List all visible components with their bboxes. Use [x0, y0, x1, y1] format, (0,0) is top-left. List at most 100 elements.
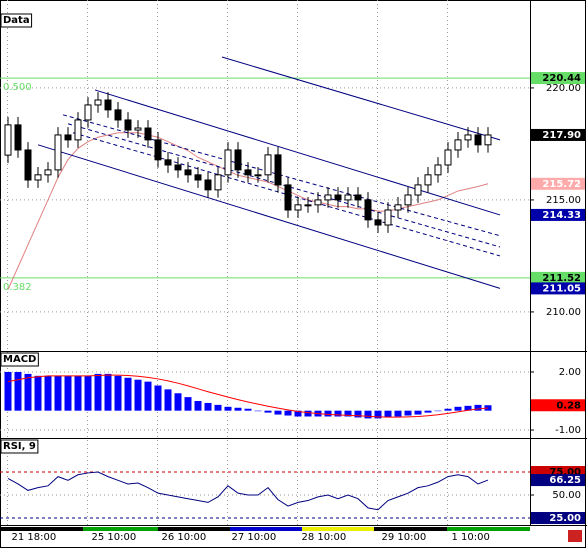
histogram-bar — [344, 410, 352, 417]
rsi-line — [7, 471, 489, 511]
histogram-bar — [474, 404, 482, 411]
candle-body — [54, 134, 62, 171]
candle-body — [24, 149, 32, 181]
trend-line — [94, 89, 501, 216]
histogram-bar — [404, 410, 412, 416]
session-strip — [0, 527, 83, 531]
candle-body — [374, 219, 382, 226]
level-label: 0.382 — [3, 282, 32, 293]
histogram-bar — [194, 401, 202, 411]
histogram-bar — [324, 410, 332, 417]
signal-line — [7, 374, 489, 418]
candle-body — [284, 184, 292, 211]
session-strip — [447, 527, 530, 531]
histogram-bar — [64, 375, 72, 411]
candle-body — [234, 149, 242, 171]
histogram-bar — [54, 375, 62, 411]
candle-body — [184, 169, 192, 176]
candle-body — [404, 194, 412, 206]
y-tick-label: 210.00 — [546, 307, 581, 318]
candle-body — [344, 194, 352, 201]
price-tag-label: 0.28 — [556, 400, 581, 411]
price-tag — [531, 208, 585, 221]
histogram-bar — [224, 406, 232, 411]
session-strip — [83, 527, 158, 531]
histogram-bar — [24, 373, 32, 411]
histogram-bar — [214, 404, 222, 411]
x-tick-label: 27 10:00 — [232, 532, 277, 543]
session-strip — [230, 527, 302, 531]
histogram-bar — [364, 410, 372, 419]
price-tag-label: 220.44 — [542, 73, 581, 84]
histogram-bar — [264, 410, 272, 413]
session-strip — [302, 527, 374, 531]
candle-body — [194, 174, 202, 181]
price-tag — [531, 282, 585, 295]
trend-line — [37, 144, 501, 289]
histogram-bar — [84, 375, 92, 411]
pane-title-box — [0, 439, 39, 454]
histogram-bar — [104, 373, 112, 411]
histogram-bar — [454, 406, 462, 411]
candle-body — [124, 119, 132, 131]
candle-body — [414, 184, 422, 196]
x-tick-label: 25 10:00 — [92, 532, 137, 543]
histogram-bar — [114, 375, 122, 411]
candle-body — [94, 99, 102, 106]
price-tag-label: 66.25 — [549, 475, 581, 486]
histogram-bar — [424, 410, 432, 413]
histogram-bar — [374, 410, 382, 419]
candle-body — [394, 204, 402, 211]
candle-body — [64, 134, 72, 141]
candle-body — [144, 127, 152, 141]
price-tag — [531, 177, 585, 190]
candle-body — [4, 124, 12, 156]
candle-body — [304, 204, 312, 207]
pane-title: RSI, 9 — [3, 441, 36, 452]
histogram-bar — [274, 410, 282, 415]
y-tick-label: 220.00 — [546, 83, 581, 94]
price-tag — [531, 72, 585, 85]
y-tick-label: 2.00 — [559, 367, 581, 378]
histogram-bar — [154, 385, 162, 411]
price-tag-label: 211.52 — [542, 273, 581, 284]
y-tick-label: -1.00 — [555, 425, 581, 436]
candle-body — [484, 134, 492, 146]
price-tag-label: 25.00 — [549, 513, 581, 524]
histogram-bar — [294, 410, 302, 417]
candle-body — [314, 199, 322, 206]
candle-body — [424, 174, 432, 186]
price-tag-label: 75.00 — [549, 467, 581, 478]
y-tick-label: 215.00 — [546, 195, 581, 206]
candle-body — [274, 154, 282, 186]
candle-body — [354, 194, 362, 201]
candle-body — [384, 209, 392, 226]
histogram-bar — [174, 393, 182, 411]
histogram-bar — [74, 375, 82, 411]
price-tag-label: 211.05 — [542, 283, 581, 294]
histogram-bar — [384, 410, 392, 418]
price-tag-label: 215.72 — [542, 179, 581, 190]
histogram-bar — [444, 408, 452, 411]
candle-body — [444, 149, 452, 166]
y-tick-label: 50.00 — [552, 490, 581, 501]
x-tick-label: 26 10:00 — [162, 532, 207, 543]
candle-body — [104, 99, 112, 111]
candle-body — [254, 174, 262, 177]
pane-title: MACD — [3, 354, 36, 365]
histogram-bar — [44, 375, 52, 411]
candle-body — [244, 169, 252, 176]
histogram-bar — [354, 410, 362, 418]
candle-body — [454, 139, 462, 151]
candle-body — [164, 159, 172, 166]
x-tick-label: 29 10:00 — [382, 532, 427, 543]
histogram-bar — [414, 410, 422, 415]
price-tag-label: 217.90 — [542, 130, 581, 141]
price-tag-label: 214.33 — [542, 210, 581, 221]
close-button[interactable] — [568, 530, 582, 542]
session-strip — [374, 527, 447, 531]
trend-line — [67, 123, 501, 248]
candle-body — [434, 164, 442, 176]
